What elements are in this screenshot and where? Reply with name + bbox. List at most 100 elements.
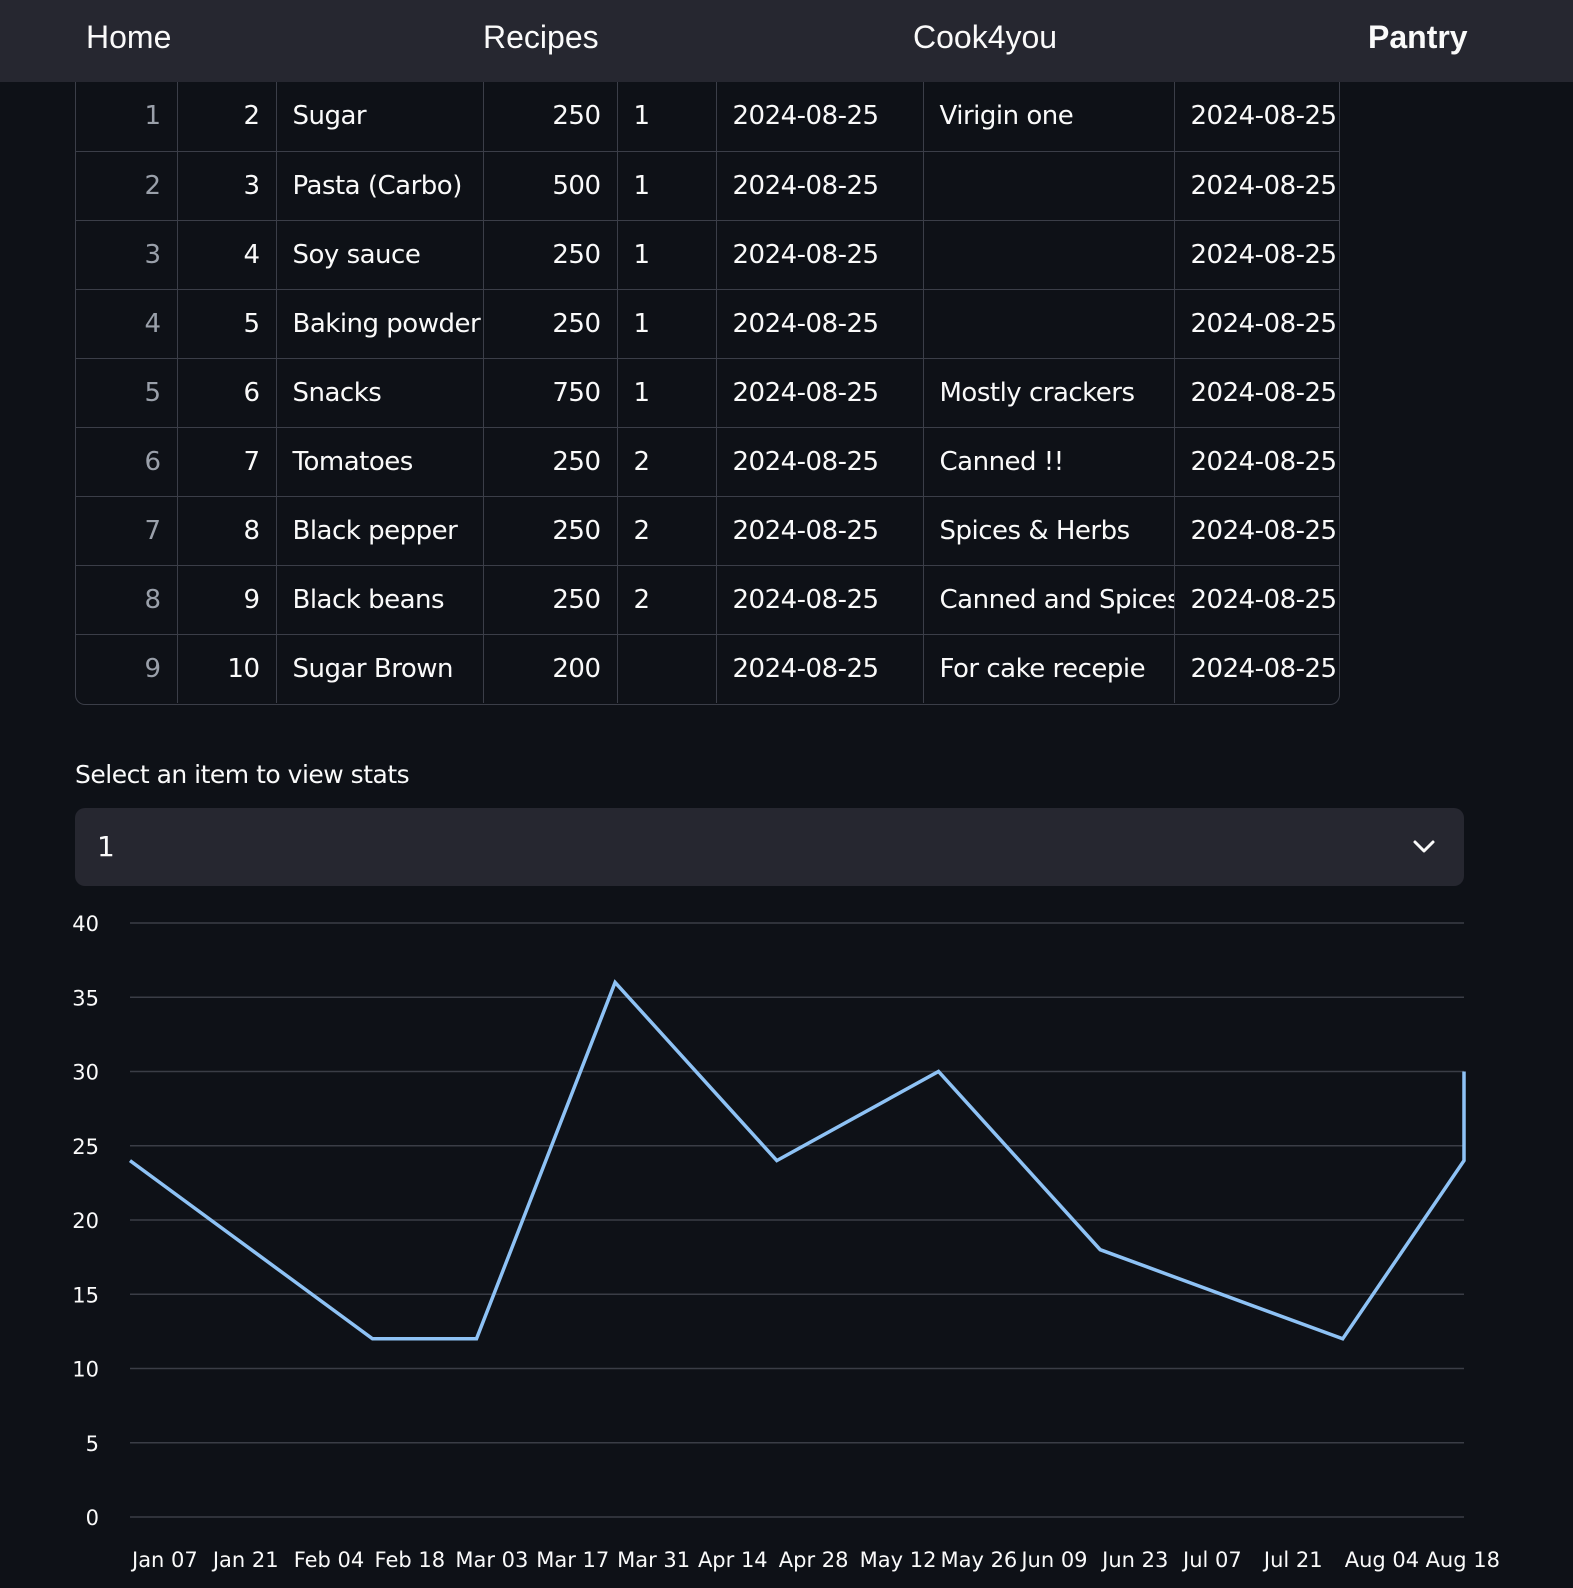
x-tick-label: Jan 21 <box>211 1548 279 1572</box>
item-note-cell[interactable]: Spices & Herbs <box>923 496 1175 566</box>
item-id-cell[interactable]: 9 <box>177 565 277 635</box>
item-location-cell[interactable] <box>617 634 717 703</box>
row-index-cell[interactable]: 7 <box>76 496 178 566</box>
item-note-cell[interactable] <box>923 151 1175 221</box>
item-id-cell[interactable]: 7 <box>177 427 277 497</box>
item-updated-date-cell[interactable]: 2024-08-25 <box>1174 427 1339 497</box>
item-added-date-cell[interactable]: 2024-08-25 <box>716 289 924 359</box>
item-name-cell[interactable]: Soy sauce <box>276 220 484 290</box>
item-id-cell[interactable]: 3 <box>177 151 277 221</box>
row-index-cell[interactable]: 8 <box>76 565 178 635</box>
item-note-cell[interactable]: Mostly crackers <box>923 358 1175 428</box>
item-name-cell[interactable]: Sugar <box>276 82 484 152</box>
item-quantity-cell[interactable]: 250 <box>483 496 618 566</box>
chevron-down-icon[interactable] <box>1412 836 1436 858</box>
table-row[interactable]: 6 7 Tomatoes 250 2 2024-08-25 Canned !! 2024-08… <box>76 427 1339 497</box>
table-row[interactable]: 5 6 Snacks 750 1 2024-08-25 Mostly crackers 202… <box>76 358 1339 428</box>
item-location-cell[interactable]: 1 <box>617 358 717 428</box>
item-added-date-cell[interactable]: 2024-08-25 <box>716 634 924 703</box>
table-row[interactable]: 9 10 Sugar Brown 200 2024-08-25 For cake rece… <box>76 634 1339 703</box>
row-index-cell[interactable]: 1 <box>76 82 178 152</box>
table-row[interactable]: 2 3 Pasta (Carbo) 500 1 2024-08-25 2024-08-25 <box>76 151 1339 221</box>
y-tick-label: 0 <box>86 1506 99 1530</box>
nav-home[interactable]: Home <box>86 19 172 55</box>
row-index-cell[interactable]: 4 <box>76 289 178 359</box>
item-added-date-cell[interactable]: 2024-08-25 <box>716 358 924 428</box>
x-tick-label: Jun 23 <box>1100 1548 1168 1572</box>
nav-pantry[interactable]: Pantry <box>1368 19 1468 55</box>
item-quantity-cell[interactable]: 250 <box>483 82 618 152</box>
item-location-cell[interactable]: 1 <box>617 151 717 221</box>
row-index-cell[interactable]: 5 <box>76 358 178 428</box>
nav-cook4you[interactable]: Cook4you <box>913 19 1058 55</box>
item-location-cell[interactable]: 1 <box>617 82 717 152</box>
select-label: Select an item to view stats <box>75 760 410 789</box>
table-row[interactable]: 3 4 Soy sauce 250 1 2024-08-25 2024-08-25 <box>76 220 1339 290</box>
item-added-date-cell[interactable]: 2024-08-25 <box>716 151 924 221</box>
item-updated-date-cell[interactable]: 2024-08-25 <box>1174 151 1339 221</box>
table-row[interactable]: 4 5 Baking powder 250 1 2024-08-25 2024-08-25 <box>76 289 1339 359</box>
item-quantity-cell[interactable]: 250 <box>483 565 618 635</box>
x-tick-label: Apr 28 <box>779 1548 849 1572</box>
item-id-cell[interactable]: 2 <box>177 82 277 152</box>
item-added-date-cell[interactable]: 2024-08-25 <box>716 565 924 635</box>
item-id-cell[interactable]: 5 <box>177 289 277 359</box>
item-name-cell[interactable]: Pasta (Carbo) <box>276 151 484 221</box>
item-note-cell[interactable]: Canned and Spices <box>923 565 1175 635</box>
table-row[interactable]: 1 2 Sugar 250 1 2024-08-25 Virigin one 2024-08-… <box>76 82 1339 152</box>
item-quantity-cell[interactable]: 500 <box>483 151 618 221</box>
item-added-date-cell[interactable]: 2024-08-25 <box>716 427 924 497</box>
item-updated-date-cell[interactable]: 2024-08-25 <box>1174 358 1339 428</box>
item-quantity-cell[interactable]: 250 <box>483 220 618 290</box>
item-id-cell[interactable]: 8 <box>177 496 277 566</box>
item-location-cell[interactable]: 2 <box>617 496 717 566</box>
series-line[interactable] <box>128 979 1466 1341</box>
item-location-cell[interactable]: 2 <box>617 427 717 497</box>
y-tick-label: 40 <box>72 912 99 936</box>
item-added-date-cell[interactable]: 2024-08-25 <box>716 82 924 152</box>
item-updated-date-cell[interactable]: 2024-08-25 <box>1174 496 1339 566</box>
item-updated-date-cell[interactable]: 2024-08-25 <box>1190 653 1338 684</box>
item-id-cell[interactable]: 4 <box>177 220 277 290</box>
item-note-cell[interactable]: For cake recepie <box>923 634 1175 703</box>
item-name-cell[interactable]: Snacks <box>276 358 484 428</box>
item-updated-date-cell[interactable]: 2024-08-25 <box>1174 289 1339 359</box>
row-index-cell[interactable]: 3 <box>76 220 178 290</box>
item-updated-date-cell[interactable]: 2024-08-25 <box>1174 220 1339 290</box>
item-select[interactable]: 1 <box>75 808 1464 886</box>
item-quantity-cell[interactable]: 250 <box>483 427 618 497</box>
pantry-table[interactable]: 1 2 Sugar 250 1 2024-08-25 Virigin one 2024-08-… <box>75 82 1340 705</box>
item-id-cell[interactable]: 10 <box>177 634 277 703</box>
item-name-cell[interactable]: Black pepper <box>276 496 484 566</box>
x-tick-label: Mar 17 <box>536 1548 609 1572</box>
nav-recipes[interactable]: Recipes <box>483 19 599 55</box>
item-note-cell[interactable] <box>923 220 1175 290</box>
item-location-cell[interactable]: 1 <box>617 289 717 359</box>
item-name-cell[interactable]: Sugar Brown <box>276 634 484 703</box>
item-note-cell[interactable] <box>923 289 1175 359</box>
item-name-cell[interactable]: Black beans <box>276 565 484 635</box>
table-row[interactable]: 8 9 Black beans 250 2 2024-08-25 Canned and Sp… <box>76 565 1339 635</box>
x-tick-label: Jun 09 <box>1019 1548 1087 1572</box>
row-index-cell[interactable]: 2 <box>76 151 178 221</box>
item-updated-date-cell[interactable]: 2024-08-25 <box>1174 565 1339 635</box>
item-note-cell[interactable]: Canned !! <box>923 427 1175 497</box>
item-added-date-cell[interactable]: 2024-08-25 <box>716 220 924 290</box>
item-id-cell[interactable]: 6 <box>177 358 277 428</box>
table-row[interactable]: 7 8 Black pepper 250 2 2024-08-25 Spices & Her… <box>76 496 1339 566</box>
item-location-cell[interactable]: 2 <box>617 565 717 635</box>
item-location-cell[interactable]: 1 <box>617 220 717 290</box>
item-quantity-cell[interactable]: 250 <box>483 289 618 359</box>
row-index-cell[interactable]: 9 <box>76 634 178 703</box>
item-quantity-cell[interactable]: 200 <box>483 634 618 703</box>
item-name-cell[interactable]: Tomatoes <box>276 427 484 497</box>
row-index-cell[interactable]: 6 <box>76 427 178 497</box>
x-tick-label: Aug 18 <box>1426 1548 1500 1572</box>
y-tick-label: 20 <box>72 1209 99 1233</box>
item-updated-date-cell[interactable]: 2024-08-25 <box>1174 82 1339 152</box>
item-added-date-cell[interactable]: 2024-08-25 <box>716 496 924 566</box>
item-note-cell[interactable]: Virigin one <box>923 82 1175 152</box>
stats-line-chart[interactable]: 0 5 10 15 20 25 30 35 40 Jan 07 Jan 21 Feb 04 Feb 18… <box>0 900 1573 1588</box>
item-name-cell[interactable]: Baking powder <box>276 289 484 359</box>
item-quantity-cell[interactable]: 750 <box>483 358 618 428</box>
